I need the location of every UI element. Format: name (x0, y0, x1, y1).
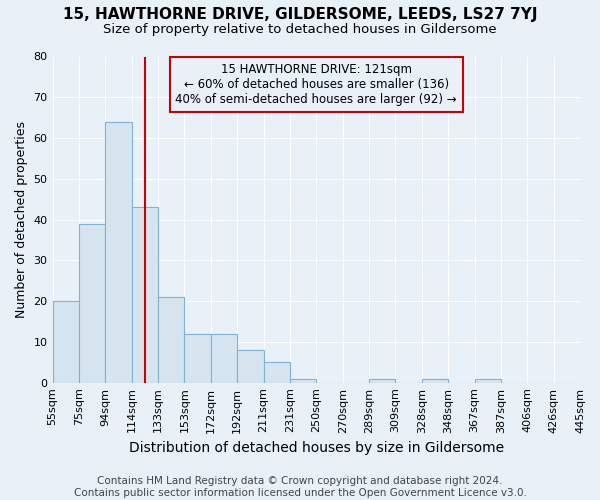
Bar (369, 378, 395, 382)
Bar (290, 378, 316, 382)
Bar (131, 208, 158, 382)
Bar (211, 334, 237, 382)
Bar (422, 378, 448, 382)
Text: Size of property relative to detached houses in Gildersome: Size of property relative to detached ho… (103, 22, 497, 36)
Bar (263, 362, 290, 382)
Text: 15 HAWTHORNE DRIVE: 121sqm
← 60% of detached houses are smaller (136)
40% of sem: 15 HAWTHORNE DRIVE: 121sqm ← 60% of deta… (175, 63, 457, 106)
Text: Contains HM Land Registry data © Crown copyright and database right 2024.
Contai: Contains HM Land Registry data © Crown c… (74, 476, 526, 498)
Bar (475, 378, 501, 382)
Bar (53, 301, 79, 382)
Text: 15, HAWTHORNE DRIVE, GILDERSOME, LEEDS, LS27 7YJ: 15, HAWTHORNE DRIVE, GILDERSOME, LEEDS, … (63, 8, 537, 22)
Bar (105, 122, 131, 382)
Y-axis label: Number of detached properties: Number of detached properties (15, 121, 28, 318)
Bar (79, 224, 105, 382)
Bar (158, 297, 184, 382)
X-axis label: Distribution of detached houses by size in Gildersome: Distribution of detached houses by size … (129, 441, 504, 455)
Bar (237, 350, 263, 382)
Bar (184, 334, 211, 382)
